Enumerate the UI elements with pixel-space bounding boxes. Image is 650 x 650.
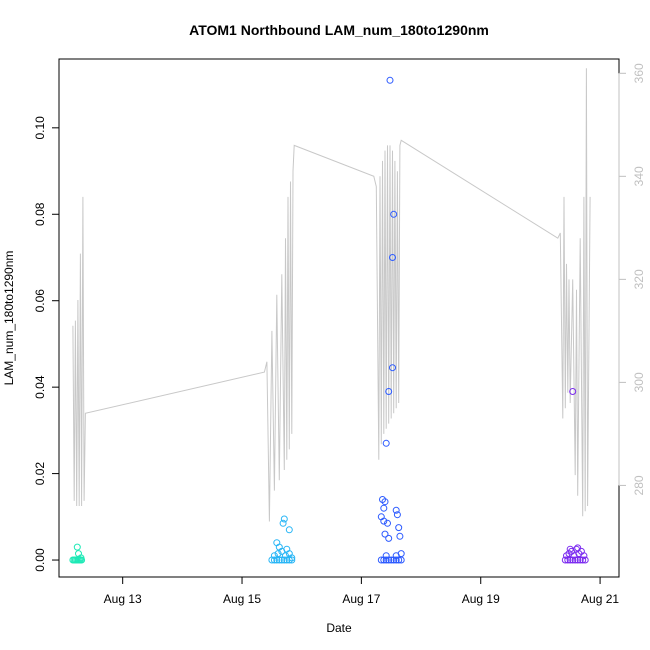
data-point [380,504,388,512]
data-point [395,524,403,532]
data-point [274,550,282,558]
data-point [389,364,396,372]
data-point [571,556,579,564]
data-point [381,498,389,506]
y2-tick-label: 320 [632,269,646,289]
data-point [386,76,394,84]
data-point [77,554,85,562]
data-point [385,388,393,395]
data-point [396,532,404,540]
x-tick-label: Aug 13 [104,592,142,606]
data-point [580,552,588,560]
data-point [564,556,572,564]
x-axis-label: Date [326,621,352,635]
data-point [283,545,291,553]
y2-axis: 280 300 320 340 360 [618,63,646,495]
data-point [270,552,278,560]
x-axis: Aug 13 Aug 15 Aug 17 Aug 19 Aug 21 [104,576,619,606]
data-point [278,556,286,564]
data-point [280,515,288,523]
data-point [279,519,287,527]
data-point [285,526,293,534]
data-point [569,556,577,564]
data-point [393,511,401,519]
data-point [390,210,398,218]
data-point [381,530,389,538]
y-axis-label: LAM_num_180to1290nm [2,251,16,386]
data-point [275,556,283,564]
data-point [280,556,288,564]
data-point [385,534,393,542]
data-point [574,544,582,552]
secondary-line-layer [72,68,591,522]
y2-tick-label: 360 [632,63,646,83]
y-tick-label: 0.04 [33,375,47,399]
data-point [382,552,390,560]
chart-title: ATOM1 Northbound LAM_num_180to1290nm [189,22,489,38]
data-point [561,556,569,564]
data-point [288,556,296,564]
y-tick-label: 0.00 [33,548,47,572]
x-tick-label: Aug 15 [223,592,261,606]
data-point [380,517,388,525]
y2-tick-label: 300 [632,372,646,392]
y-axis: 0.00 0.02 0.04 0.06 0.08 0.10 [33,116,60,572]
data-point [566,556,574,564]
y-tick-label: 0.02 [33,462,47,486]
data-point [569,388,577,395]
plot-frame [58,58,620,578]
data-point [579,556,587,564]
data-point [270,556,278,564]
data-point [581,556,589,564]
data-point [576,556,584,564]
data-point [382,556,390,564]
y-tick-label: 0.06 [33,289,47,313]
data-point [574,556,582,564]
data-point [566,545,574,553]
points-layer [69,76,589,564]
x-tick-label: Aug 21 [581,592,619,606]
data-point [73,543,81,551]
y2-tick-label: 340 [632,166,646,186]
data-point [382,439,390,447]
x-tick-label: Aug 19 [462,592,500,606]
data-point [282,552,289,560]
data-point [397,550,405,558]
secondary-series-line [72,68,591,522]
x-tick-label: Aug 17 [342,592,380,606]
data-point [392,556,400,564]
data-point [392,506,400,514]
y2-tick-label: 280 [632,475,646,495]
data-point [275,543,283,551]
data-point [387,556,395,564]
data-point [288,554,296,562]
data-point [377,556,385,564]
data-point [389,254,396,261]
y-tick-label: 0.08 [33,202,47,226]
y-tick-label: 0.10 [33,116,47,140]
data-point [384,519,391,527]
